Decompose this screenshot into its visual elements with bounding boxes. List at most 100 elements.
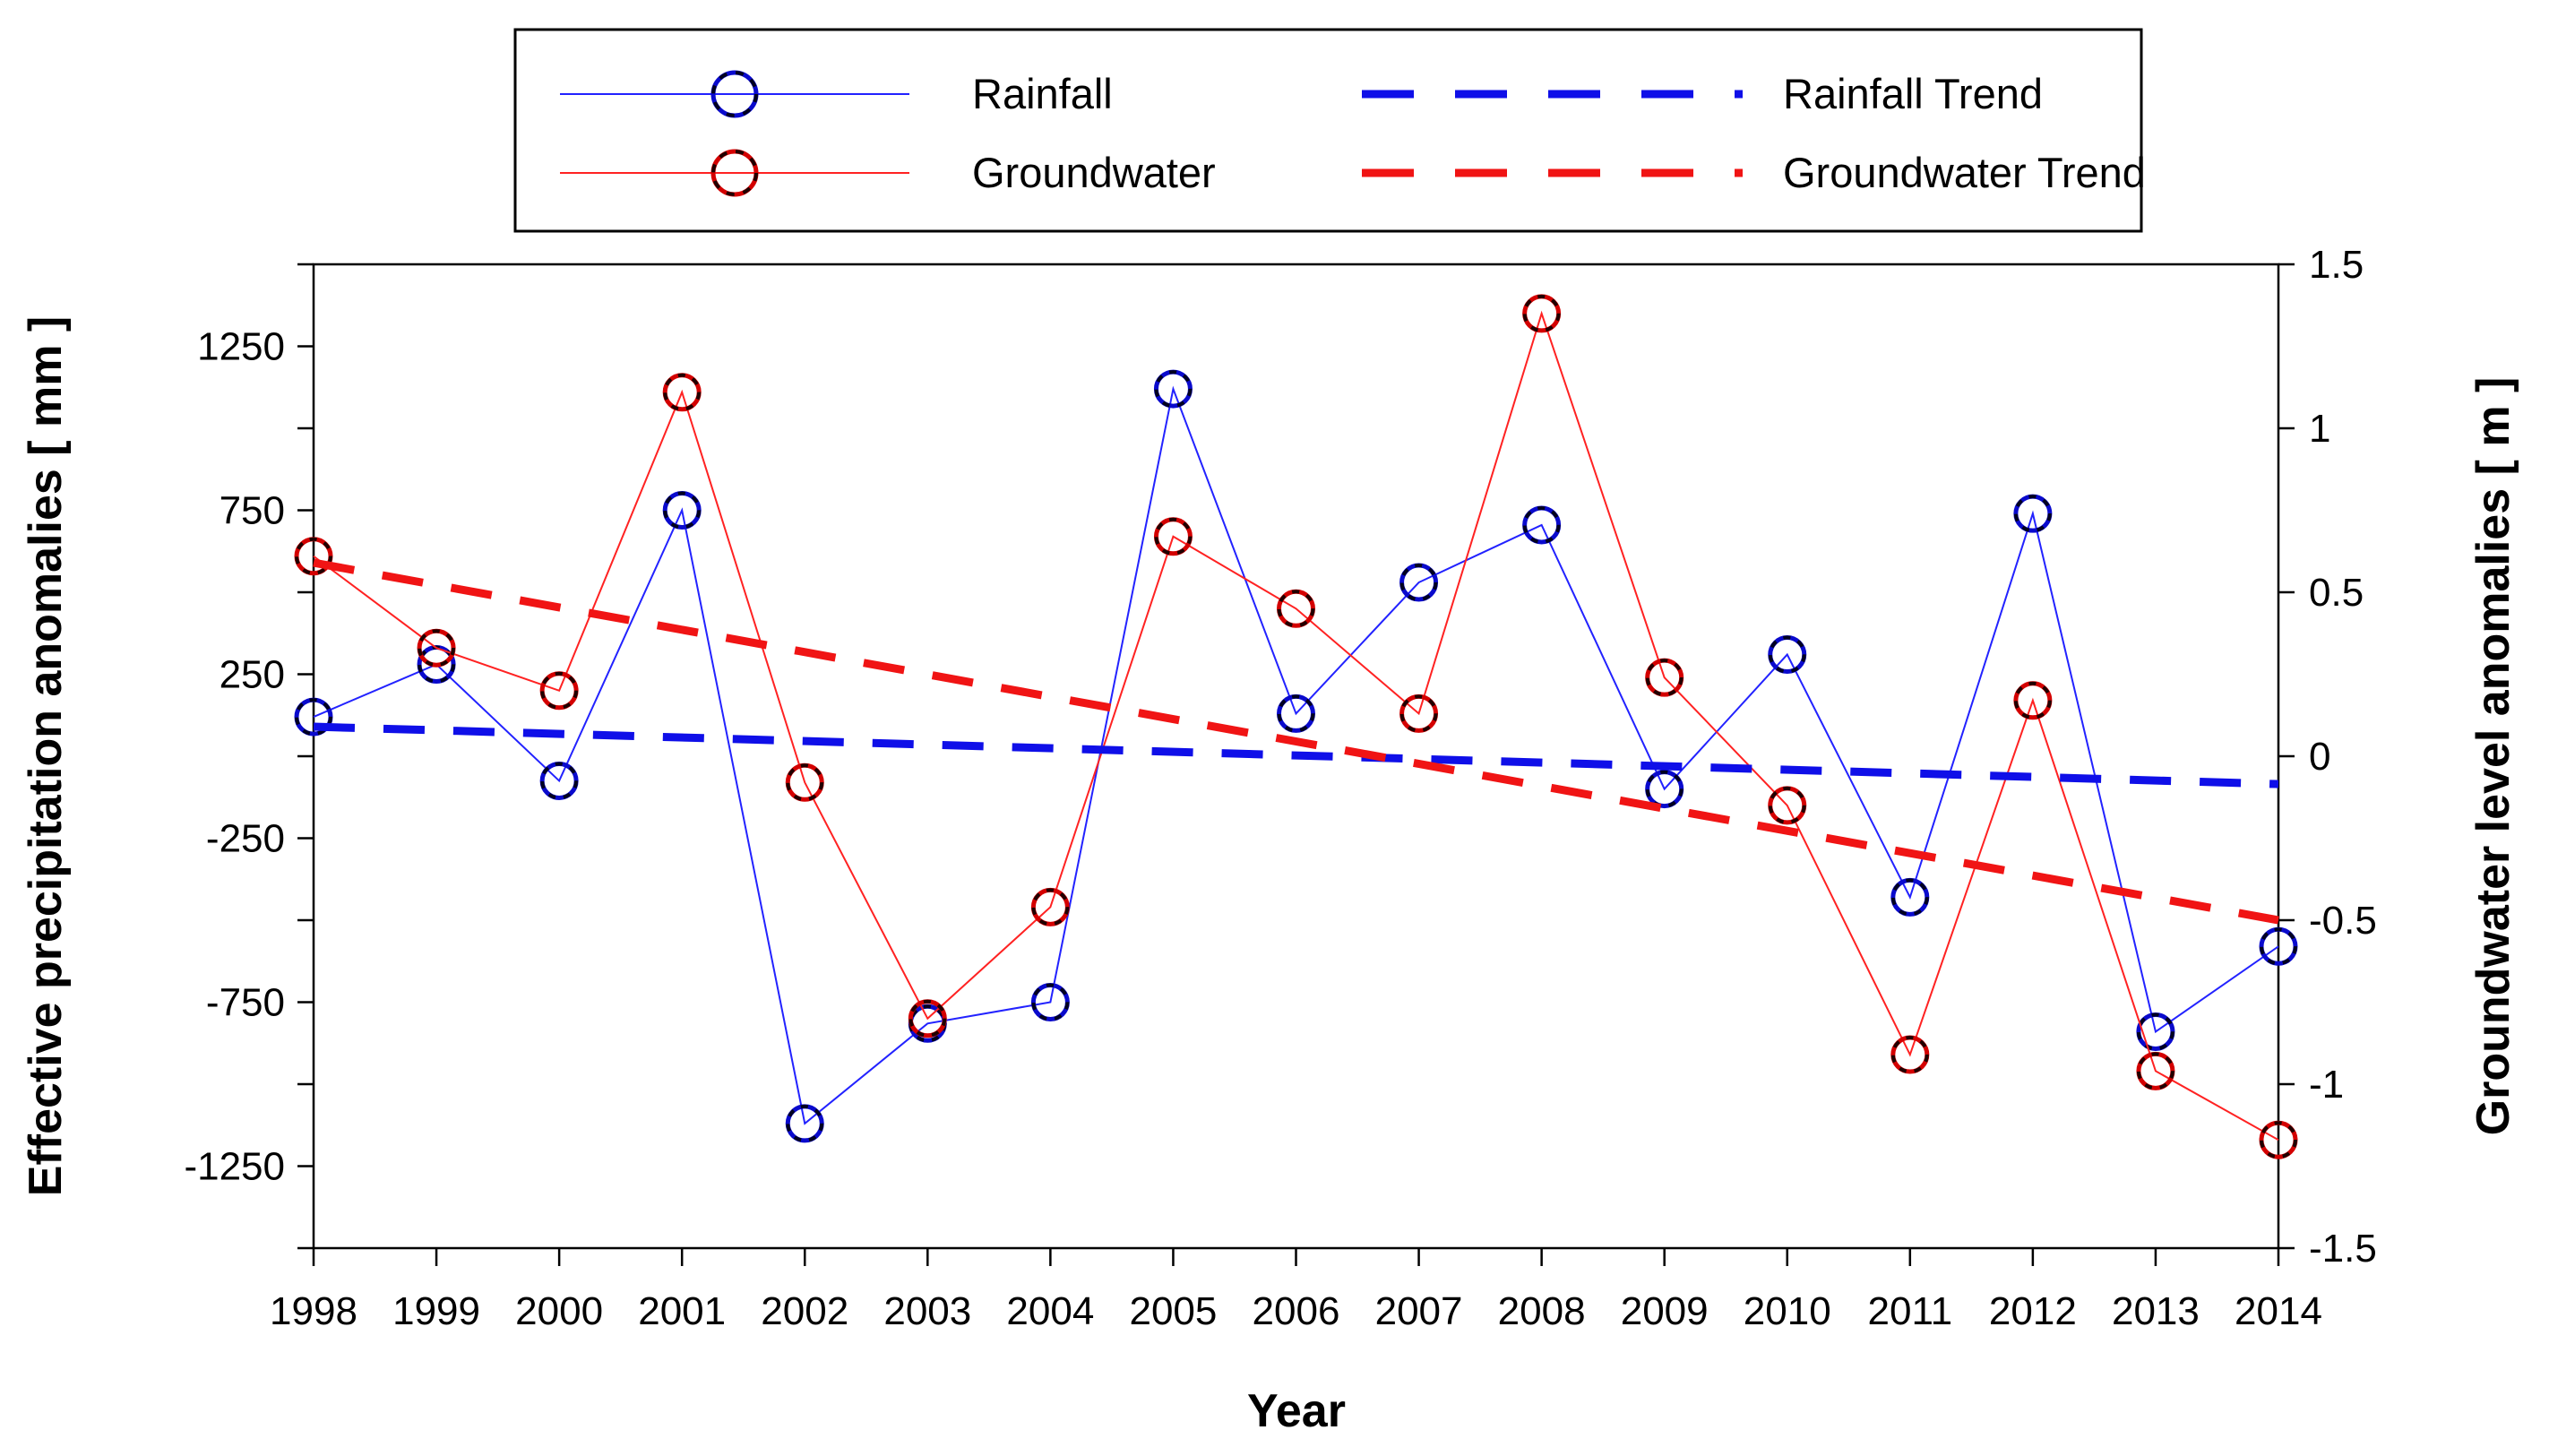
rainfall-data-point	[1153, 369, 1193, 409]
rainfall-marker-edge	[663, 491, 702, 530]
groundwater-data-point	[2136, 1051, 2175, 1090]
series-layer	[294, 294, 2298, 1159]
rainfall-data-point	[294, 697, 333, 737]
groundwater-marker-edge	[2136, 1052, 2174, 1090]
rainfall-marker-edge	[1768, 635, 1806, 674]
left-axis-title: Effective precipitation anomalies [ mm ]	[20, 316, 72, 1196]
x-tick-label: 2013	[2112, 1289, 2200, 1333]
left-tick-label: -750	[206, 981, 285, 1025]
rainfall-marker-edge	[2136, 1012, 2174, 1051]
groundwater-marker-edge	[786, 763, 824, 802]
groundwater-series-line	[313, 310, 2279, 1142]
groundwater-data-point	[1522, 294, 1562, 333]
right-tick-label: 1.5	[2309, 243, 2364, 287]
rainfall-data-point	[1030, 983, 1070, 1021]
x-tick-label: 2005	[1129, 1289, 1217, 1333]
groundwater-data-point	[1277, 589, 1315, 628]
left-tick-label: 750	[220, 489, 285, 533]
legend-box	[513, 28, 2143, 233]
groundwater-data-point	[417, 628, 456, 668]
rainfall-marker-edge	[295, 698, 332, 737]
left-tick-label: 1250	[197, 325, 285, 369]
rainfall-data-point	[1522, 505, 1562, 545]
left-tick-label: -1250	[184, 1145, 285, 1189]
rainfall-marker-edge	[1645, 770, 1684, 808]
rainfall-marker-edge	[1522, 505, 1561, 544]
legend-label-rainfall: Rainfall	[972, 70, 1113, 117]
rainfall-marker-edge	[1031, 983, 1070, 1021]
x-tick-label: 2003	[883, 1289, 971, 1333]
groundwater-marker-edge	[909, 999, 947, 1038]
groundwater-data-point	[662, 373, 702, 412]
legend-label-groundwater: Groundwater	[972, 149, 1216, 196]
groundwater-data-point	[1768, 786, 1807, 825]
rainfall-series-line	[313, 385, 2279, 1125]
right-tick-label: -1.5	[2309, 1227, 2377, 1271]
rainfall-trend-line	[313, 722, 2279, 788]
legend-sample-marker-edge-0	[711, 71, 758, 117]
legend: Rainfall Groundwater Rainfall Trend Grou…	[513, 28, 2146, 233]
rainfall-marker-edge	[786, 1104, 824, 1142]
rainfall-data-point	[1890, 877, 1930, 917]
groundwater-marker-edge	[1277, 590, 1315, 628]
x-tick-label: 2008	[1498, 1289, 1586, 1333]
groundwater-marker-edge	[663, 373, 702, 411]
x-tick-label: 2012	[1989, 1289, 2077, 1333]
legend-samples	[560, 70, 1743, 197]
groundwater-trend-line	[313, 558, 2279, 925]
groundwater-data-point	[539, 671, 579, 711]
rainfall-data-point	[539, 761, 579, 800]
rainfall-data-point	[2259, 926, 2298, 966]
x-tick-label: 2004	[1006, 1289, 1094, 1333]
x-tick-label: 2014	[2235, 1289, 2322, 1333]
groundwater-marker-edge	[1154, 517, 1193, 556]
groundwater-data-point	[1153, 517, 1193, 556]
groundwater-marker-edge	[418, 629, 456, 668]
rainfall-marker-edge	[540, 762, 579, 800]
right-axis-title: Groundwater level anomalies [ m ]	[2467, 377, 2519, 1136]
groundwater-data-point	[1645, 658, 1684, 697]
groundwater-marker-edge	[2013, 681, 2052, 719]
x-tick-label: 1998	[270, 1289, 357, 1333]
groundwater-marker-edge	[295, 537, 332, 575]
right-tick-label: -1	[2309, 1063, 2344, 1107]
groundwater-marker-edge	[1768, 786, 1806, 824]
groundwater-data-point	[294, 537, 333, 576]
rainfall-data-point	[1277, 694, 1315, 733]
right-tick-label: -0.5	[2309, 899, 2377, 943]
x-tick-label: 2007	[1375, 1289, 1463, 1333]
x-tick-label: 1999	[392, 1289, 480, 1333]
groundwater-data-point	[1030, 887, 1070, 926]
rainfall-data-point	[2013, 494, 2053, 533]
right-tick-label: 0	[2309, 735, 2330, 779]
groundwater-marker-edge	[1031, 888, 1070, 926]
rainfall-data-point	[662, 491, 702, 530]
right-tick-label: 0.5	[2309, 571, 2364, 615]
legend-label-rainfall-trend: Rainfall Trend	[1783, 70, 2043, 117]
x-tick-label: 2001	[638, 1289, 726, 1333]
x-tick-label: 2002	[761, 1289, 848, 1333]
rainfall-marker-edge	[1277, 694, 1315, 733]
rainfall-marker-edge	[1399, 564, 1438, 602]
x-tick-label: 2011	[1868, 1289, 1953, 1333]
groundwater-data-point	[908, 999, 947, 1038]
groundwater-marker-edge	[1399, 694, 1438, 733]
x-axis-title: Year	[1247, 1385, 1346, 1437]
x-tick-label: 2010	[1744, 1289, 1831, 1333]
rainfall-data-point	[1768, 635, 1807, 675]
right-tick-label: 1	[2309, 407, 2330, 451]
x-tick-label: 2009	[1621, 1289, 1709, 1333]
rainfall-marker-edge	[1890, 878, 1929, 917]
left-tick-label: 250	[220, 653, 285, 697]
legend-sample-marker-edge-1	[711, 150, 758, 196]
groundwater-marker-edge	[2260, 1121, 2297, 1159]
groundwater-marker-edge	[540, 671, 579, 710]
axes-layer: 1998 1999 2000 2001 2002 2003 2004 2005 2006 2007…	[184, 243, 2376, 1333]
groundwater-data-point	[2259, 1120, 2298, 1159]
groundwater-marker-edge	[1645, 659, 1684, 697]
groundwater-data-point	[1890, 1035, 1930, 1074]
groundwater-marker-edge	[1522, 294, 1561, 332]
x-tick-label: 2000	[515, 1289, 603, 1333]
